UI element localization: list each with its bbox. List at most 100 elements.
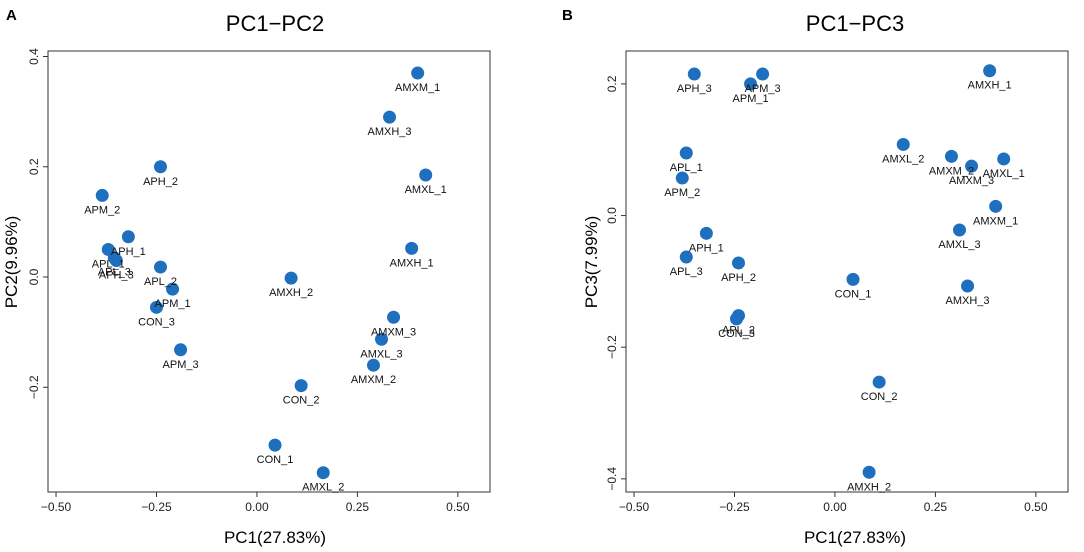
panel-a-point-aph_1 xyxy=(121,230,135,244)
panel-b-point-label-con_1: CON_1 xyxy=(835,288,872,300)
panel-a-point-con_1 xyxy=(268,438,282,452)
panel-a-point-amxh_3 xyxy=(383,110,397,124)
panel-a-point-amxm_3 xyxy=(387,310,401,324)
panel-b-y-tick-label: 0.0 xyxy=(605,207,619,224)
panel-b-point-aph_3 xyxy=(687,67,701,81)
panel-a-point-label-apm_3: APM_3 xyxy=(163,359,199,371)
panel-a-x-tick-labels: −0.50 −0.25 0.00 0.25 0.50 xyxy=(41,500,470,514)
panel-a-point-label-amxm_2: AMXM_2 xyxy=(351,374,396,386)
panel-a-point-labels: AMXM_1AMXH_3AMXL_1APH_2APM_2APH_1APL_1AP… xyxy=(84,82,447,494)
panel-a-x-tick-label: −0.25 xyxy=(141,500,172,514)
panel-a-points xyxy=(95,66,433,480)
panel-a-point-label-amxl_1: AMXL_1 xyxy=(405,184,447,196)
panel-a-point-amxh_1 xyxy=(405,241,419,255)
panel-a-point-apm_1 xyxy=(166,282,180,296)
panel-b-point-amxh_1 xyxy=(983,64,997,78)
panel-a-point-aph_2 xyxy=(154,160,168,174)
panel-b-point-con_2 xyxy=(872,375,886,389)
panel-a-point-label-aph_1: APH_1 xyxy=(111,246,146,258)
panel-a-x-tick-label: 0.25 xyxy=(346,500,370,514)
panel-b-point-label-apl_1: APL_1 xyxy=(670,162,703,174)
panel-a-x-tick-label: 0.50 xyxy=(446,500,470,514)
panel-b-point-con_1 xyxy=(846,272,860,286)
panel-a-point-aph_3 xyxy=(109,253,123,267)
panel-a-point-apm_3 xyxy=(174,343,188,357)
panel-b-y-axis-title: PC3(7.99%) xyxy=(582,216,601,309)
panel-b-letter: B xyxy=(562,7,573,24)
panel-b-y-tick-labels: −0.4 −0.2 0.0 0.2 xyxy=(605,75,619,490)
panel-b-point-amxh_2 xyxy=(862,465,876,479)
panel-a-ticks xyxy=(43,56,459,497)
panel-a-plot-frame xyxy=(47,50,491,493)
panel-a: A PC1−PC2 −0.50 −0.25 0.00 0.25 0.50 −0.2 0.0… xyxy=(2,7,491,547)
panel-a-point-amxl_2 xyxy=(316,466,330,480)
panel-b-point-label-apl_2: APL_2 xyxy=(722,325,755,337)
panel-b-point-amxm_2 xyxy=(944,149,958,163)
panel-a-point-label-con_3: CON_3 xyxy=(138,316,175,328)
panel-a-point-label-apm_1: APM_1 xyxy=(155,298,191,310)
panel-a-y-tick-label: −0.2 xyxy=(27,375,41,399)
panel-b-y-tick-label: 0.2 xyxy=(605,75,619,92)
panel-a-point-label-amxm_3: AMXM_3 xyxy=(371,326,416,338)
panel-b-point-labels: APH_3 APM_3APM_1AMXH_1AMXL_2AMXM_2AMXM_3A… xyxy=(664,80,1025,494)
panel-a-point-con_3 xyxy=(149,300,163,314)
panel-a-point-label-amxh_3: AMXH_3 xyxy=(368,126,412,138)
panel-a-point-label-con_2: CON_2 xyxy=(283,395,320,407)
panel-b-x-tick-label: −0.50 xyxy=(619,500,650,514)
panel-a-point-label-amxh_1: AMXH_1 xyxy=(390,257,434,269)
panel-b-point-label-aph_3: APH_3 xyxy=(677,83,712,95)
panel-b-points xyxy=(675,64,1011,479)
panel-a-point-amxm_2 xyxy=(366,358,380,372)
panel-b-point-apl_1 xyxy=(679,146,693,160)
panel-a-point-con_2 xyxy=(294,379,308,393)
panel-a-point-amxl_3 xyxy=(375,332,389,346)
panel-b-x-tick-label: 0.25 xyxy=(924,500,948,514)
panel-a-point-label-amxh_2: AMXH_2 xyxy=(269,287,313,299)
panel-a-letter: A xyxy=(6,7,17,24)
panel-a-x-tick-label: −0.50 xyxy=(41,500,72,514)
panel-b-point-label-amxm_3: AMXM_3 xyxy=(949,175,994,187)
panel-b-point-amxl_3 xyxy=(953,223,967,237)
panel-b-y-tick-label: −0.4 xyxy=(605,467,619,491)
panel-a-point-label-apl_2: APL_2 xyxy=(144,276,177,288)
panel-b-point-apm_1 xyxy=(744,77,758,91)
panel-a-point-label-aph_3: APH_3 xyxy=(99,269,134,281)
panel-b-point-label-apm_2: APM_2 xyxy=(664,187,700,199)
panel-b-x-tick-label: 0.50 xyxy=(1024,500,1048,514)
panel-b-point-apm_2 xyxy=(675,171,689,185)
panel-b-point-aph_2 xyxy=(732,256,746,270)
panel-a-point-amxm_1 xyxy=(411,66,425,80)
panel-a-point-label-con_1: CON_1 xyxy=(257,454,294,466)
panel-b-x-tick-labels: −0.50 −0.25 0.00 0.25 0.50 xyxy=(619,500,1048,514)
panel-b-point-label-apl_3: APL_3 xyxy=(670,266,703,278)
panel-a-title: PC1−PC2 xyxy=(226,11,324,36)
panel-a-point-label-aph_2: APH_2 xyxy=(143,176,178,188)
panel-b-point-label-con_3: CON_3 xyxy=(718,328,755,340)
panel-a-point-amxl_1 xyxy=(419,168,433,182)
panel-b-point-amxm_3 xyxy=(965,159,979,173)
panel-b-x-tick-label: 0.00 xyxy=(823,500,847,514)
panel-a-x-tick-label: 0.00 xyxy=(245,500,269,514)
panel-b-point-label-aph_1: APH_1 xyxy=(689,242,724,254)
panel-a-point-apm_2 xyxy=(95,188,109,202)
panel-a-point-apl_2 xyxy=(154,260,168,274)
panel-b-point-amxl_1 xyxy=(997,152,1011,166)
panel-b-point-label-amxm_1: AMXM_1 xyxy=(973,215,1018,227)
panel-a-y-axis-title: PC2(9.96%) xyxy=(2,216,21,309)
panel-b-point-label-amxh_2: AMXH_2 xyxy=(847,481,891,493)
panel-a-y-tick-label: 0.2 xyxy=(27,158,41,175)
panel-b-point-label-aph_2: APH_2 xyxy=(721,272,756,284)
panel-a-x-axis-title: PC1(27.83%) xyxy=(224,528,326,547)
panel-b-point-label-amxl_3: AMXL_3 xyxy=(938,239,980,251)
panel-b-ticks xyxy=(621,83,1037,497)
panel-a-point-label-amxl_2: AMXL_2 xyxy=(302,482,344,494)
panel-a-y-tick-labels: −0.2 0.0 0.2 0.4 xyxy=(27,48,41,399)
panel-b-point-label-amxh_3: AMXH_3 xyxy=(946,295,990,307)
panel-a-point-label-amxm_1: AMXM_1 xyxy=(395,82,440,94)
panel-a-y-tick-label: 0.4 xyxy=(27,48,41,65)
panel-a-point-amxh_2 xyxy=(284,271,298,285)
panel-b-y-tick-label: −0.2 xyxy=(605,335,619,359)
panel-b-point-amxh_3 xyxy=(961,279,975,293)
panel-b-x-tick-label: −0.25 xyxy=(719,500,750,514)
